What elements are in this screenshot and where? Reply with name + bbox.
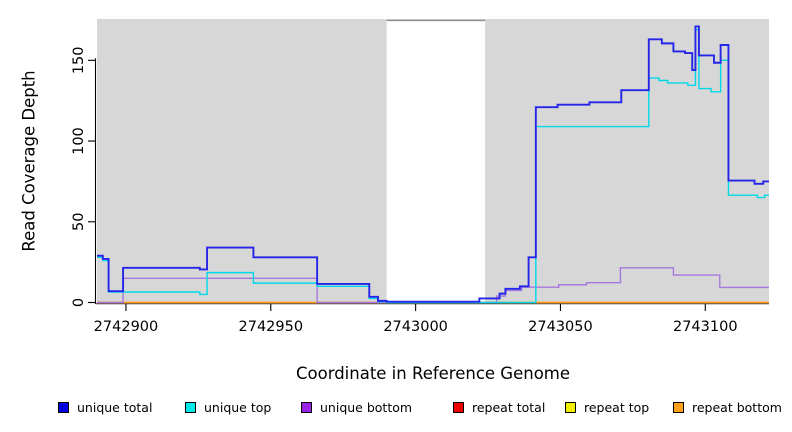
x-tick-label: 2742950 — [239, 319, 304, 335]
y-tick-label: 50 — [71, 213, 87, 231]
y-tick-label: 0 — [71, 298, 87, 307]
series-line-unique-top — [97, 28, 769, 304]
x-axis-title: Coordinate in Reference Genome — [295, 364, 571, 383]
y-axis-title: Read Coverage Depth — [19, 70, 39, 252]
x-tick-label: 2743050 — [528, 319, 593, 335]
y-tick-label: 150 — [71, 46, 87, 74]
series-line-unique-bottom — [97, 267, 769, 304]
series-line-unique-total — [97, 25, 769, 303]
coverage-gap-region — [386, 19, 486, 303]
x-tick-label: 2743100 — [673, 319, 738, 335]
y-tick-label: 100 — [71, 127, 87, 155]
x-tick-label: 2742900 — [94, 319, 159, 335]
x-tick-label: 2743000 — [383, 319, 448, 335]
